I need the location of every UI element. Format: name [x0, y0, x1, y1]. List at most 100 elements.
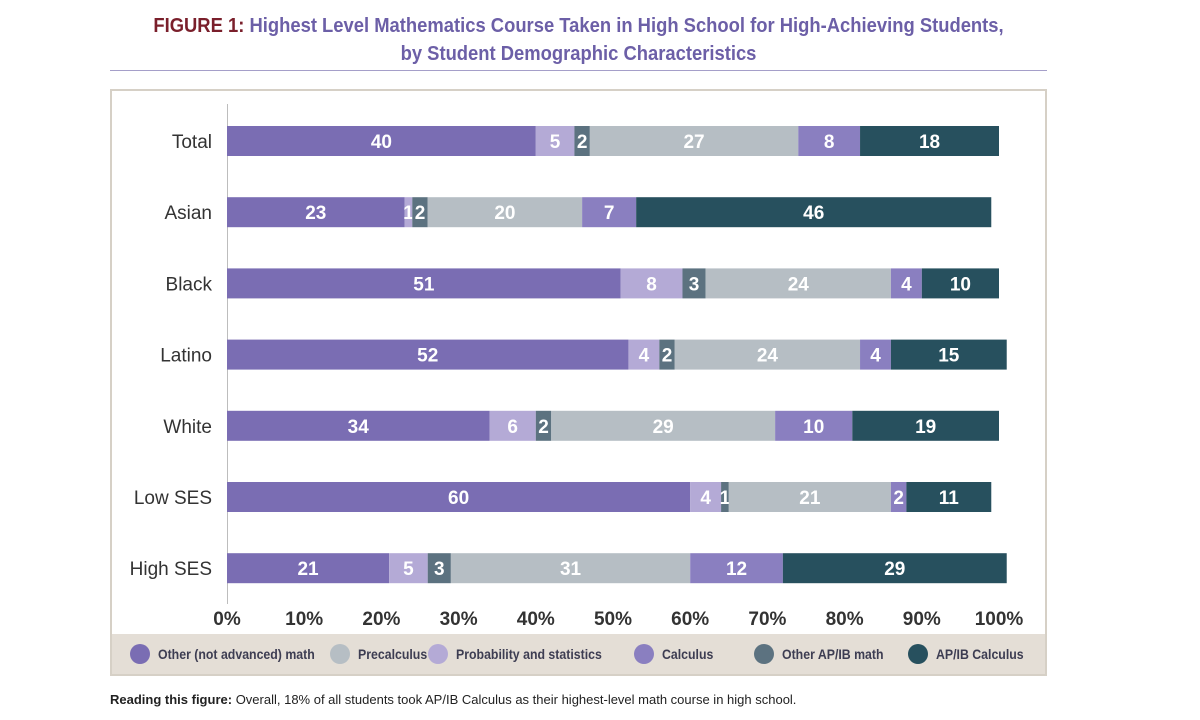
- bar-black-ap-ib-calculus: [921, 268, 999, 299]
- reading-note-label: Reading this figure:: [110, 692, 233, 707]
- data-label-latino-other-not-advanced-math: 52: [417, 346, 438, 367]
- bar-total-probability-and-statistics: [535, 126, 575, 156]
- data-label-white-precalculus: 29: [653, 417, 674, 438]
- legend-item-probability-and-statistics: Probability and statistics: [428, 634, 622, 674]
- bar-high-ses-ap-ib-calculus: [782, 553, 1007, 584]
- data-label-white-probability-and-statistics: 6: [507, 417, 518, 438]
- bar-latino-other-not-advanced-math: [227, 339, 629, 370]
- bar-black-precalculus: [705, 268, 891, 299]
- bar-high-ses-other-not-advanced-math: [227, 553, 390, 584]
- category-label-total: Total: [172, 132, 212, 153]
- data-label-asian-other-not-advanced-math: 23: [305, 203, 326, 224]
- legend-label: Probability and statistics: [456, 646, 602, 662]
- data-label-high-ses-precalculus: 31: [560, 559, 582, 580]
- reading-note-text: Overall, 18% of all students took AP/IB …: [235, 692, 797, 707]
- category-label-asian: Asian: [164, 203, 212, 224]
- data-label-black-precalculus: 24: [788, 274, 810, 295]
- legend-label: Other (not advanced) math: [158, 646, 315, 662]
- data-label-asian-calculus: 7: [604, 203, 615, 224]
- legend-label: Calculus: [662, 646, 714, 662]
- figure-title: FIGURE 1: Highest Level Mathematics Cour…: [147, 12, 1009, 68]
- bar-total-other-ap-ib-math: [574, 126, 590, 156]
- x-tick-label: 100%: [975, 609, 1024, 630]
- bar-asian-other-not-advanced-math: [227, 197, 405, 228]
- category-label-latino: Latino: [160, 346, 212, 367]
- legend-background: [112, 634, 1045, 674]
- data-label-white-other-ap-ib-math: 2: [538, 417, 549, 438]
- data-label-total-probability-and-statistics: 5: [550, 132, 561, 153]
- category-label-white: White: [163, 417, 212, 438]
- bar-latino-ap-ib-calculus: [890, 339, 1007, 370]
- bar-asian-precalculus: [427, 197, 583, 228]
- data-label-total-calculus: 8: [824, 132, 835, 153]
- x-tick-label: 0%: [213, 609, 241, 630]
- bar-white-other-ap-ib-math: [535, 410, 552, 441]
- legend-swatch: [428, 644, 448, 664]
- bar-white-precalculus: [551, 410, 776, 441]
- data-label-asian-ap-ib-calculus: 46: [803, 203, 824, 224]
- bar-high-ses-probability-and-statistics: [389, 553, 428, 584]
- bar-high-ses-calculus: [690, 553, 783, 584]
- bar-white-ap-ib-calculus: [852, 410, 999, 441]
- data-label-high-ses-ap-ib-calculus: 29: [884, 559, 905, 580]
- data-label-low-ses-other-ap-ib-math: 1: [720, 488, 731, 509]
- data-label-asian-other-ap-ib-math: 2: [415, 203, 426, 224]
- legend-item-ap-ib-calculus: AP/IB Calculus: [908, 634, 1036, 674]
- bar-low-ses-calculus: [890, 482, 907, 512]
- x-tick-label: 70%: [748, 609, 786, 630]
- x-tick-label: 50%: [594, 609, 632, 630]
- data-label-latino-probability-and-statistics: 4: [639, 346, 650, 367]
- legend-label: Other AP/IB math: [782, 646, 884, 662]
- bar-black-other-not-advanced-math: [227, 268, 621, 299]
- data-label-latino-precalculus: 24: [757, 346, 779, 367]
- bar-total-ap-ib-calculus: [860, 126, 999, 156]
- data-label-black-probability-and-statistics: 8: [646, 274, 657, 295]
- legend-swatch: [130, 644, 150, 664]
- data-label-total-other-not-advanced-math: 40: [371, 132, 392, 153]
- data-label-black-other-not-advanced-math: 51: [413, 274, 435, 295]
- data-label-black-calculus: 4: [901, 274, 912, 295]
- data-label-low-ses-other-not-advanced-math: 60: [448, 488, 469, 509]
- bar-low-ses-other-not-advanced-math: [227, 482, 691, 512]
- x-tick-label: 40%: [517, 609, 555, 630]
- bar-high-ses-precalculus: [450, 553, 691, 584]
- data-label-white-calculus: 10: [803, 417, 824, 438]
- bar-latino-calculus: [860, 339, 891, 370]
- data-label-asian-precalculus: 20: [494, 203, 515, 224]
- data-label-high-ses-other-not-advanced-math: 21: [297, 559, 319, 580]
- title-divider: [110, 70, 1047, 71]
- bar-black-probability-and-statistics: [620, 268, 683, 299]
- x-tick-label: 90%: [903, 609, 941, 630]
- legend-label: AP/IB Calculus: [936, 646, 1024, 662]
- bar-asian-calculus: [582, 197, 637, 228]
- bar-high-ses-other-ap-ib-math: [427, 553, 451, 584]
- figure-label: FIGURE 1:: [153, 15, 245, 37]
- data-label-latino-calculus: 4: [870, 346, 881, 367]
- bar-white-calculus: [775, 410, 853, 441]
- x-tick-label: 30%: [440, 609, 478, 630]
- data-label-white-ap-ib-calculus: 19: [915, 417, 936, 438]
- legend-item-calculus: Calculus: [634, 634, 720, 674]
- data-label-low-ses-ap-ib-calculus: 11: [939, 488, 960, 509]
- category-label-low-ses: Low SES: [134, 488, 212, 509]
- legend-swatch: [754, 644, 774, 664]
- data-label-total-precalculus: 27: [683, 132, 704, 153]
- figure-title-line1: Highest Level Mathematics Course Taken i…: [249, 15, 1004, 37]
- bar-latino-probability-and-statistics: [628, 339, 660, 370]
- x-tick-label: 60%: [671, 609, 709, 630]
- legend-label: Precalculus: [358, 646, 428, 662]
- bar-total-other-not-advanced-math: [227, 126, 536, 156]
- bar-latino-other-ap-ib-math: [659, 339, 675, 370]
- bar-latino-precalculus: [674, 339, 861, 370]
- bar-low-ses-other-ap-ib-math: [721, 482, 729, 512]
- legend-swatch: [634, 644, 654, 664]
- data-label-white-other-not-advanced-math: 34: [348, 417, 370, 438]
- bar-asian-other-ap-ib-math: [412, 197, 428, 228]
- data-label-latino-ap-ib-calculus: 15: [938, 346, 960, 367]
- legend-item-other-not-advanced-math: Other (not advanced) math: [130, 634, 336, 674]
- bar-low-ses-precalculus: [728, 482, 891, 512]
- data-label-total-other-ap-ib-math: 2: [577, 132, 588, 153]
- data-label-black-other-ap-ib-math: 3: [689, 274, 700, 295]
- data-label-high-ses-probability-and-statistics: 5: [403, 559, 414, 580]
